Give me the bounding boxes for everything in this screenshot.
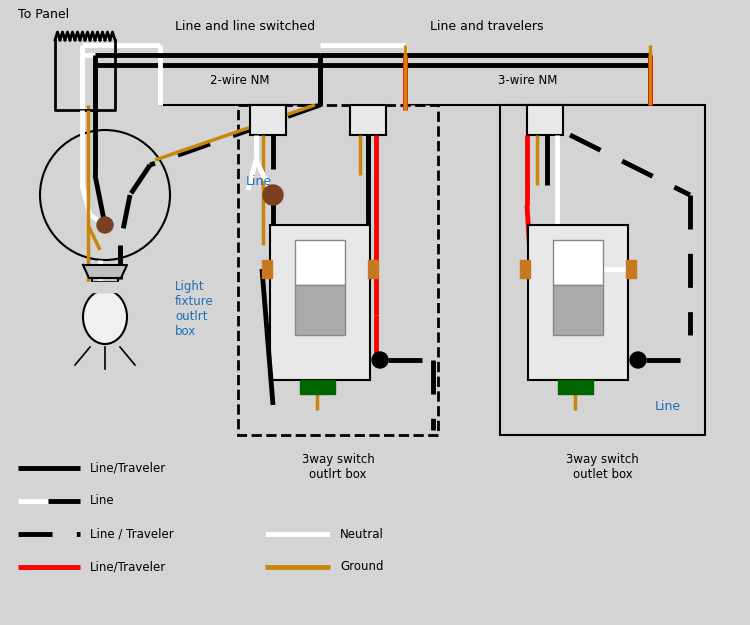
Circle shape bbox=[263, 185, 283, 205]
Text: To Panel: To Panel bbox=[18, 8, 69, 21]
Bar bbox=[350, 105, 386, 135]
Bar bbox=[160, 55, 320, 105]
Text: 3way switch
outlrt box: 3way switch outlrt box bbox=[302, 453, 374, 481]
Circle shape bbox=[630, 352, 646, 368]
Text: Line: Line bbox=[655, 400, 681, 413]
Bar bbox=[528, 225, 628, 380]
Polygon shape bbox=[83, 265, 127, 278]
Bar bbox=[405, 55, 650, 105]
Text: Line / Traveler: Line / Traveler bbox=[90, 528, 174, 541]
Bar bbox=[553, 240, 603, 285]
Text: Line and travelers: Line and travelers bbox=[430, 20, 544, 33]
Bar bbox=[262, 260, 272, 278]
Text: Line: Line bbox=[246, 175, 272, 188]
Bar bbox=[250, 105, 286, 135]
Bar bbox=[238, 105, 438, 435]
Text: 3way switch
outlet box: 3way switch outlet box bbox=[566, 453, 639, 481]
Ellipse shape bbox=[83, 290, 127, 344]
Bar bbox=[527, 105, 563, 135]
Text: 2-wire NM: 2-wire NM bbox=[210, 74, 270, 86]
Bar bbox=[295, 285, 345, 335]
Bar bbox=[368, 260, 378, 278]
Circle shape bbox=[40, 130, 170, 260]
Text: Light
fixture
outlrt
box: Light fixture outlrt box bbox=[175, 280, 214, 338]
Text: Line and line switched: Line and line switched bbox=[175, 20, 315, 33]
Bar bbox=[500, 105, 705, 435]
Text: Line: Line bbox=[90, 494, 115, 508]
Polygon shape bbox=[80, 282, 130, 292]
Bar bbox=[553, 285, 603, 335]
Bar bbox=[520, 260, 530, 278]
Text: 3-wire NM: 3-wire NM bbox=[498, 74, 557, 86]
Text: Ground: Ground bbox=[340, 561, 383, 574]
Text: Line/Traveler: Line/Traveler bbox=[90, 461, 166, 474]
Bar bbox=[300, 380, 335, 394]
Text: Neutral: Neutral bbox=[340, 528, 384, 541]
Text: Line/Traveler: Line/Traveler bbox=[90, 561, 166, 574]
Bar bbox=[295, 240, 345, 285]
Bar bbox=[270, 225, 370, 380]
Circle shape bbox=[97, 217, 113, 233]
Bar bbox=[626, 260, 636, 278]
Circle shape bbox=[372, 352, 388, 368]
Bar bbox=[558, 380, 593, 394]
